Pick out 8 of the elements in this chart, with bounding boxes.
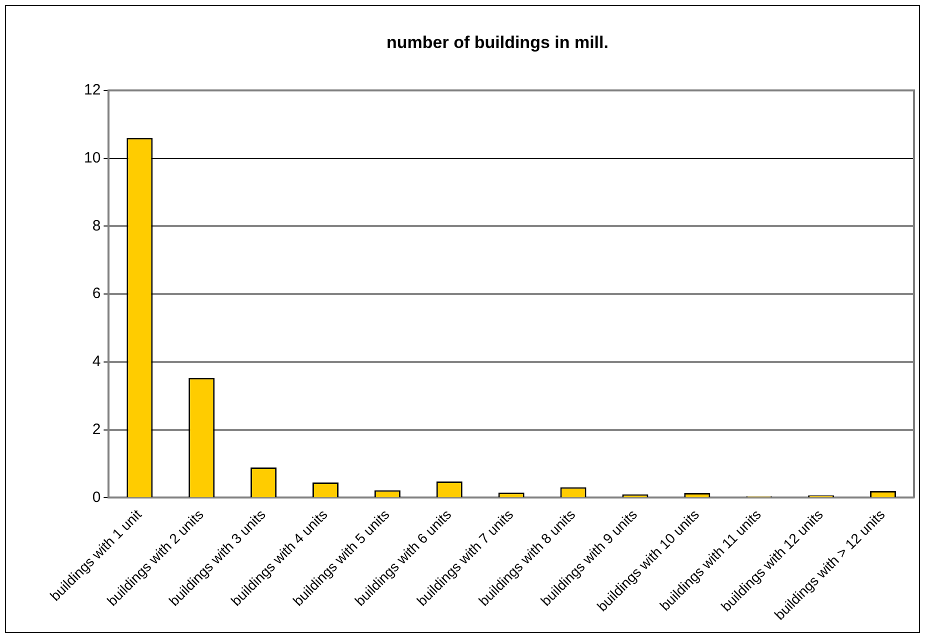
y-tick-label: 2 xyxy=(92,420,101,438)
y-tick-label: 8 xyxy=(92,217,101,234)
chart-title: number of buildings in mill. xyxy=(386,32,608,52)
y-tick-label: 0 xyxy=(92,488,101,506)
y-tick-label: 12 xyxy=(84,82,101,99)
y-tick-label: 4 xyxy=(92,353,101,370)
y-tick-label: 10 xyxy=(84,149,101,166)
y-tick-label: 6 xyxy=(92,285,101,302)
